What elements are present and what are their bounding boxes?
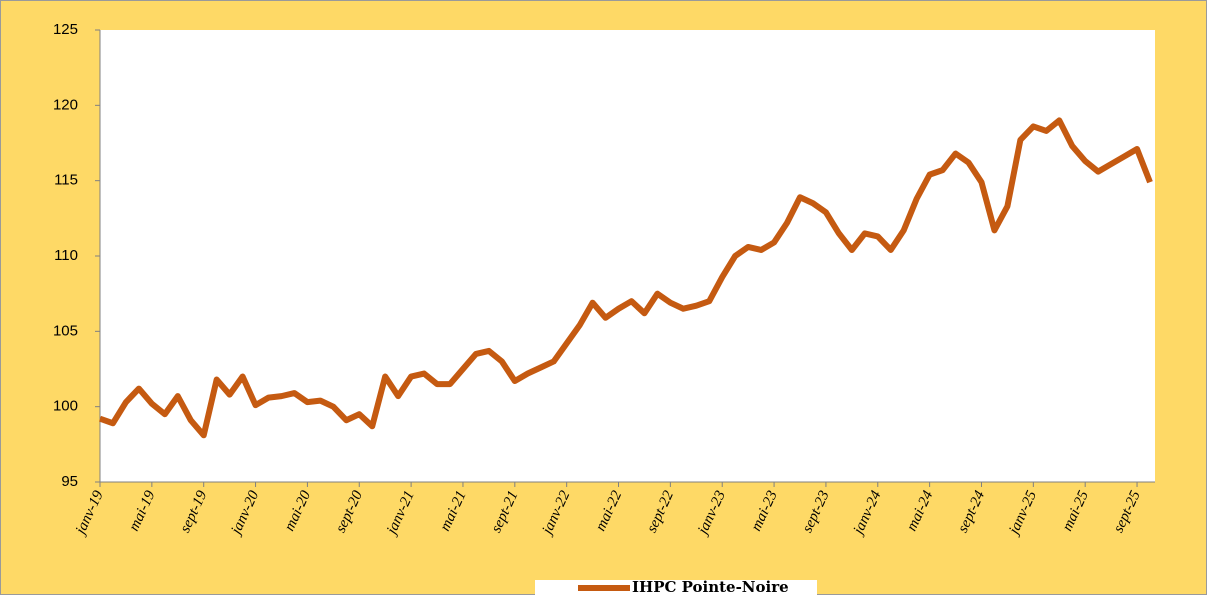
plot-area bbox=[100, 30, 1155, 482]
y-tick-label: 125 bbox=[53, 21, 78, 38]
legend-box bbox=[535, 580, 817, 595]
legend-label: IHPC Pointe-Noire bbox=[632, 578, 789, 595]
line-series bbox=[99, 117, 1153, 439]
y-tick-label: 95 bbox=[61, 473, 78, 490]
y-tick-label: 115 bbox=[54, 172, 78, 189]
y-tick-label: 110 bbox=[54, 247, 78, 264]
y-tick-label: 100 bbox=[53, 398, 78, 415]
y-tick-label: 120 bbox=[53, 96, 78, 113]
y-tick-label: 105 bbox=[53, 322, 78, 339]
